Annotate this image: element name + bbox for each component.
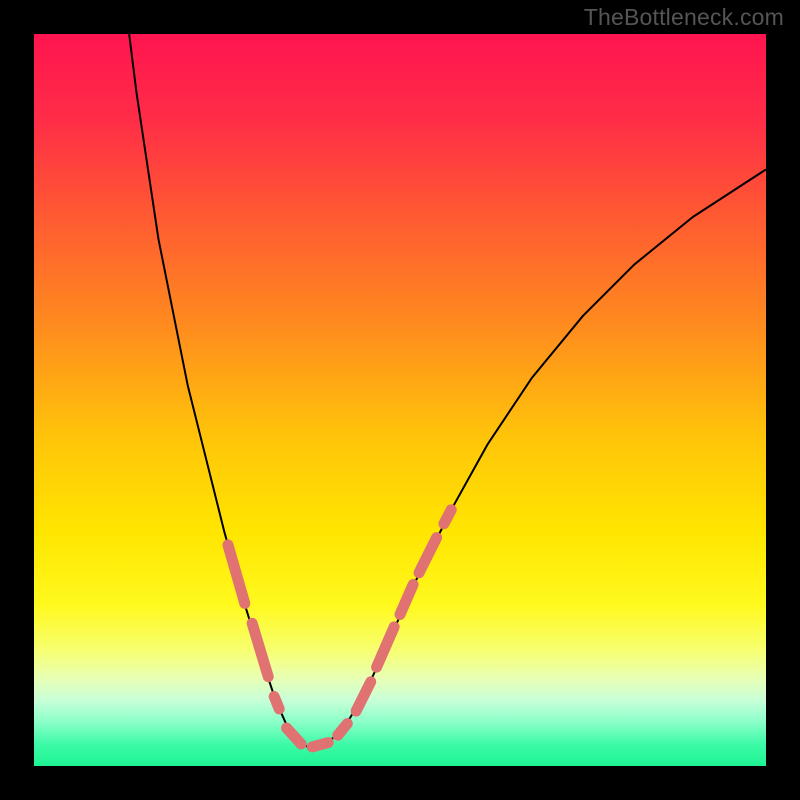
plot-area: [34, 34, 766, 766]
data-marker-segment: [444, 510, 451, 524]
data-marker-segment: [312, 743, 328, 747]
data-marker-segment: [338, 724, 348, 736]
plot-svg: [34, 34, 766, 766]
data-marker-segment: [274, 696, 279, 708]
watermark-text: TheBottleneck.com: [584, 4, 784, 31]
chart-container: TheBottleneck.com: [0, 0, 800, 800]
